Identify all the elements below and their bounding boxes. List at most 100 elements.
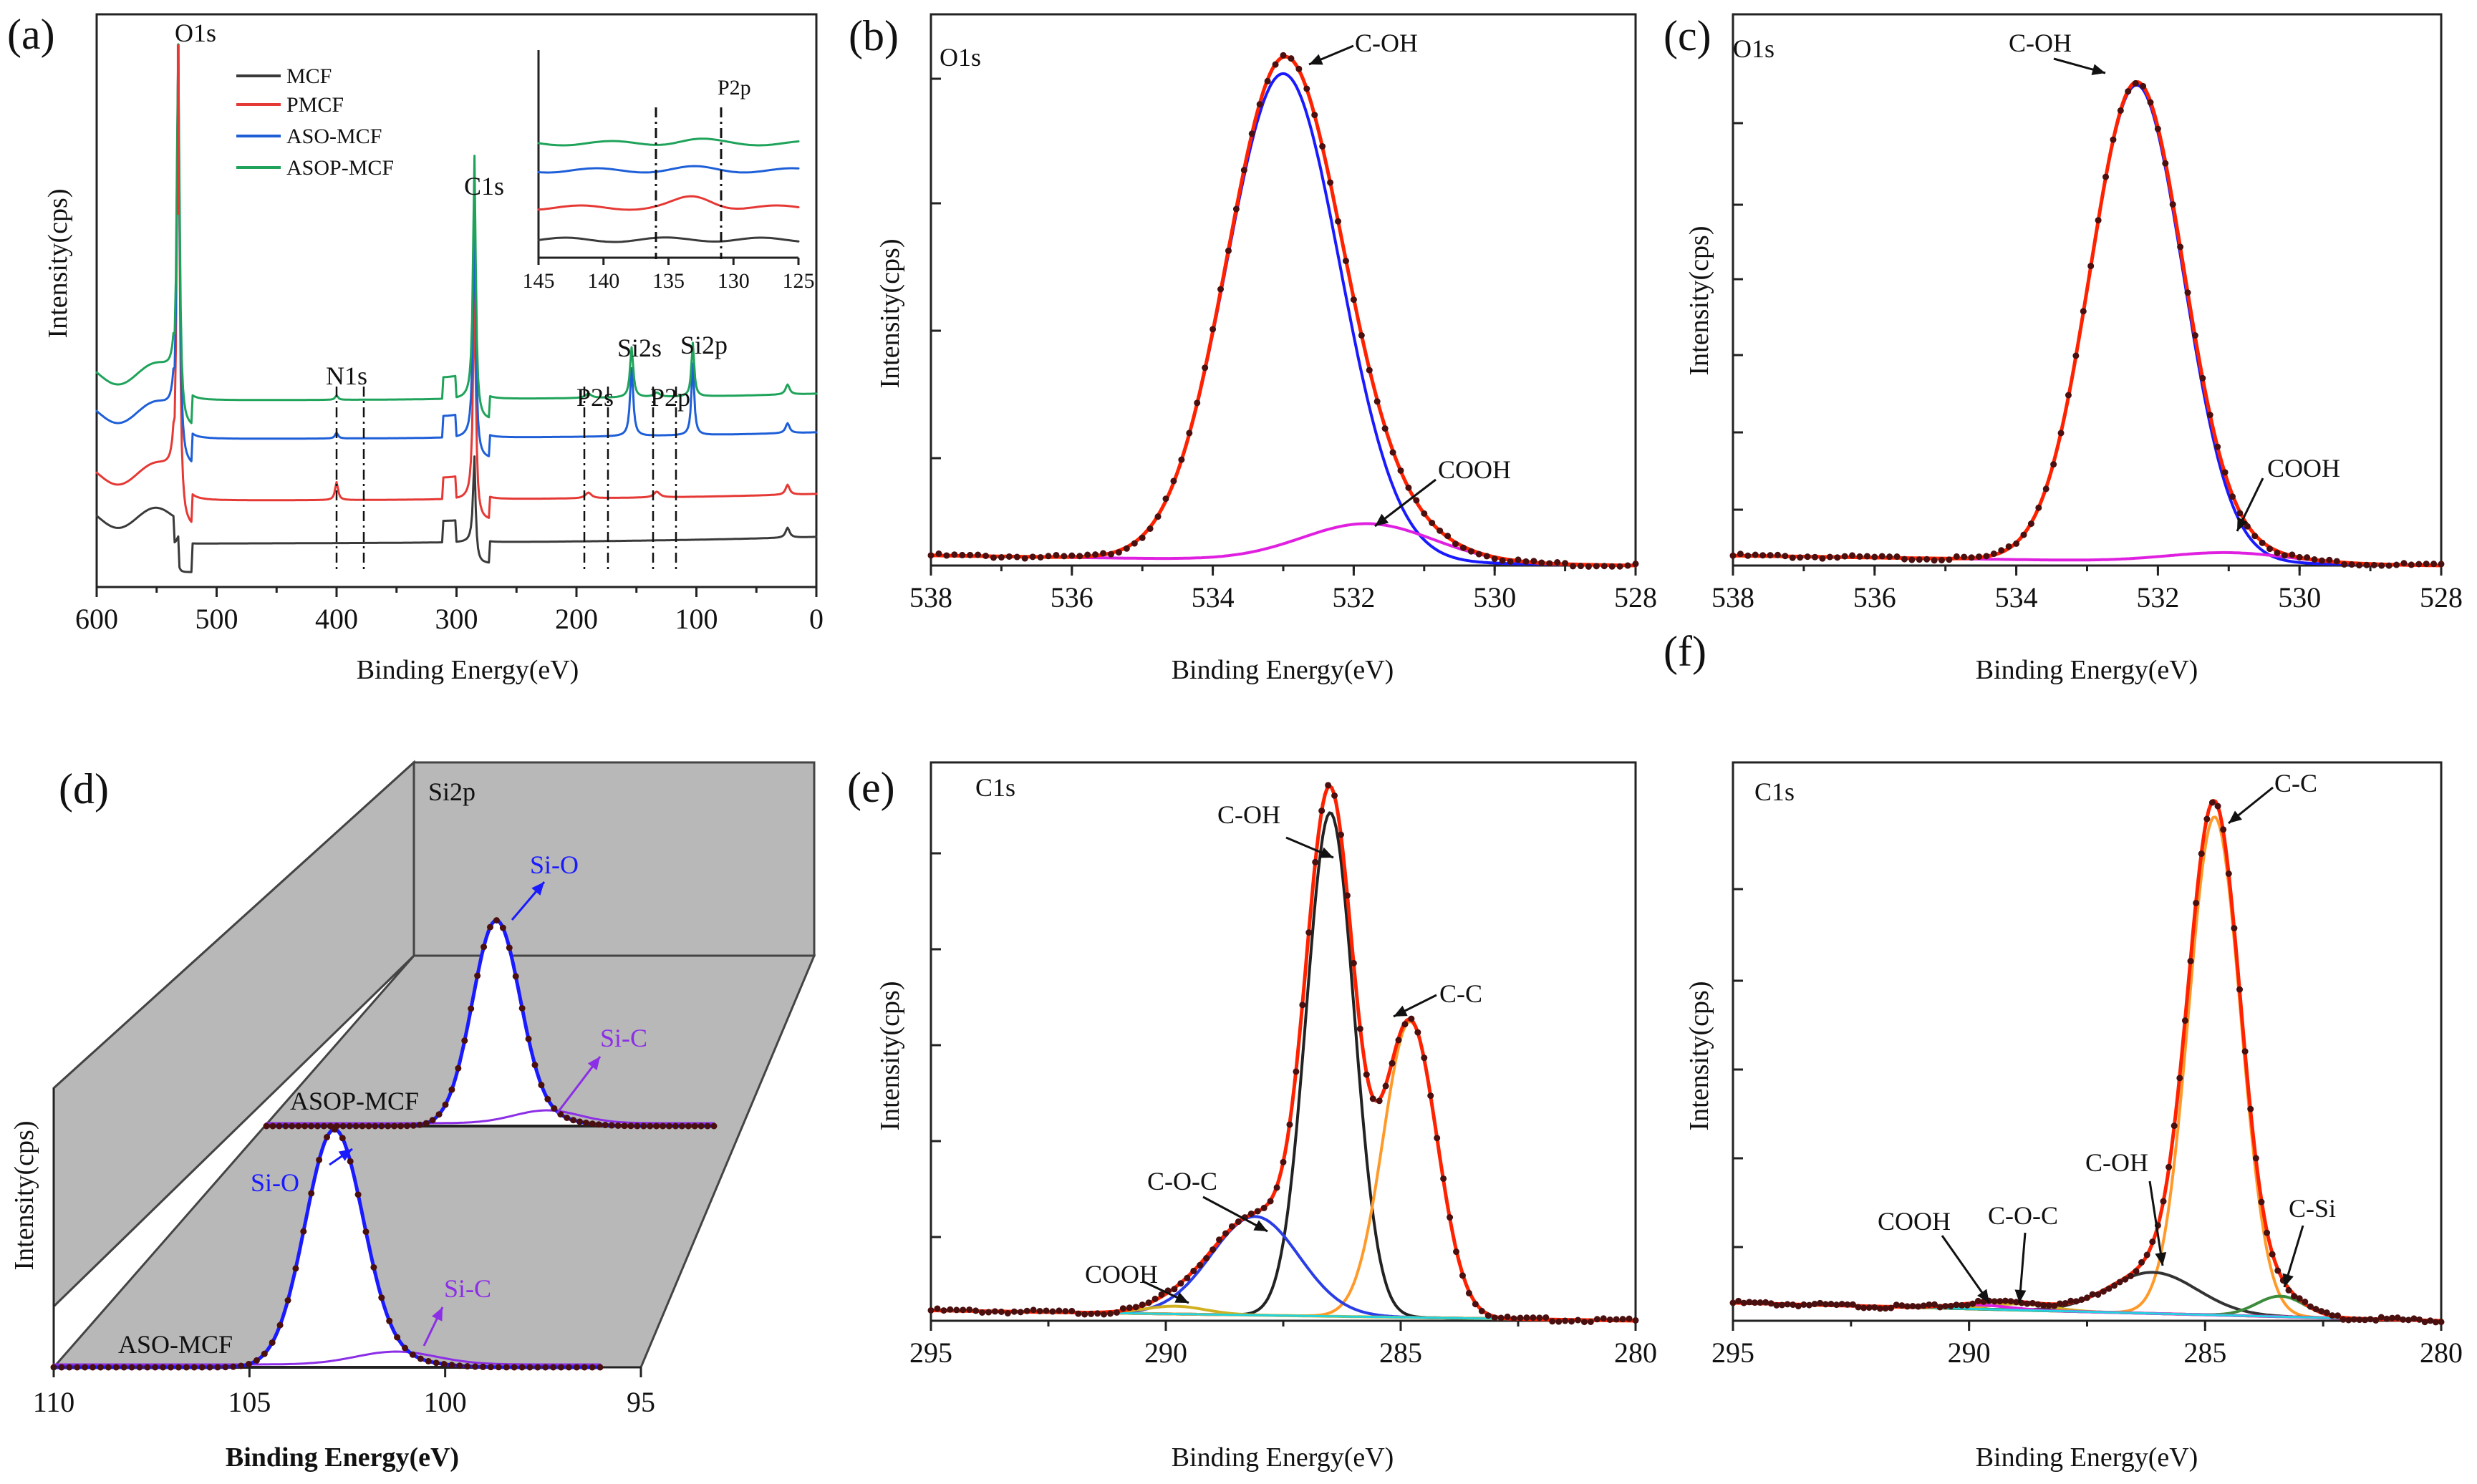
data-point <box>1331 792 1338 799</box>
x-tick-label: 110 <box>33 1386 75 1418</box>
panel-a-legend: MCF PMCF ASO-MCF ASOP-MCF <box>236 64 394 180</box>
data-point <box>1267 1198 1274 1205</box>
data-point <box>2095 217 2102 224</box>
aso-mcf-data-point <box>136 1364 143 1371</box>
data-point <box>1795 1303 1802 1310</box>
aso-mcf-data-point <box>440 1361 448 1368</box>
data-point <box>1849 552 1856 559</box>
data-point <box>1107 551 1114 558</box>
data-point <box>1004 1309 1011 1316</box>
data-point <box>1335 218 1342 225</box>
data-point <box>943 552 950 559</box>
data-point <box>1888 1304 1895 1311</box>
data-point <box>1049 1308 1056 1315</box>
data-point <box>2307 1303 2314 1310</box>
data-point <box>1061 553 1068 560</box>
panel-d-annotation-si-o-top: Si-O <box>530 850 579 879</box>
data-point <box>1190 1267 1197 1274</box>
data-point <box>2236 510 2244 517</box>
asop-mcf-data-point <box>621 1122 628 1130</box>
data-point <box>1797 554 1804 561</box>
data-point <box>2171 1122 2178 1130</box>
data-point <box>1256 101 1263 108</box>
data-point <box>1216 1236 1223 1243</box>
aso-mcf-data-point <box>378 1294 385 1301</box>
aso-mcf-data-point <box>206 1364 213 1371</box>
panel-e-annotation-c-oh: C-OH <box>1217 800 1280 829</box>
data-point <box>1467 548 1474 555</box>
data-point <box>966 1306 973 1313</box>
data-point <box>1131 540 1138 547</box>
data-point <box>2056 1300 2063 1307</box>
asop-mcf-data-point <box>582 1120 589 1127</box>
panel-b-label: (b) <box>849 12 899 59</box>
data-point <box>2062 1300 2069 1307</box>
data-point <box>1624 562 1631 569</box>
asop-mcf-data-point <box>551 1105 558 1112</box>
panel-e-annotation-c-o-c: C-O-C <box>1147 1167 1217 1196</box>
annotation-p2p: P2p <box>650 383 690 412</box>
data-point <box>2035 504 2042 511</box>
data-point <box>2160 1198 2167 1205</box>
data-point <box>2140 82 2147 89</box>
data-point <box>1806 1301 1813 1309</box>
data-point <box>2269 1251 2276 1258</box>
data-point <box>2340 1316 2347 1323</box>
data-point <box>1893 553 1901 561</box>
aso-mcf-data-point <box>238 1362 245 1369</box>
data-point <box>1893 1301 1900 1309</box>
asop-mcf-data-point <box>499 924 506 931</box>
data-point <box>1088 1310 1095 1317</box>
data-point <box>1964 1301 1971 1309</box>
aso-mcf-data-point <box>409 1351 416 1358</box>
data-point <box>1408 1015 1415 1022</box>
data-point <box>1555 1318 1563 1325</box>
panel-b-plot: 538 536 534 532 530 528 <box>909 13 1657 614</box>
data-point <box>1751 1299 1758 1306</box>
data-point <box>1178 456 1185 463</box>
data-point <box>1865 1304 1873 1311</box>
data-point <box>2416 1316 2423 1323</box>
data-point <box>1084 551 1091 558</box>
data-point <box>1429 519 1436 526</box>
data-point <box>2199 374 2206 382</box>
data-point <box>1613 1316 1620 1323</box>
annotation-o1s: O1s <box>175 19 216 47</box>
data-point <box>1976 553 1983 561</box>
data-point <box>927 552 935 559</box>
aso-mcf-data-point <box>74 1364 81 1371</box>
x-tick-label: 285 <box>2183 1337 2226 1369</box>
data-point <box>2408 561 2415 568</box>
aso-mcf-data-point <box>448 1362 455 1369</box>
data-point <box>1145 1299 1152 1306</box>
data-point <box>1017 1309 1024 1316</box>
data-point <box>1782 553 1789 560</box>
aso-mcf-data-point <box>542 1364 549 1371</box>
data-point <box>1762 1299 1769 1306</box>
data-point <box>2027 520 2034 528</box>
data-point <box>1504 1313 1511 1320</box>
data-point <box>2132 79 2139 87</box>
panel-c-title: O1s <box>1733 34 1775 63</box>
asop-mcf-data-point <box>608 1122 615 1129</box>
panel-f-xlabel: Binding Energy(eV) <box>1976 1442 2198 1473</box>
arrow-head <box>1174 1292 1189 1303</box>
panel-f-annotation-c-o-c: C-O-C <box>1988 1201 2058 1230</box>
data-point <box>1338 831 1345 838</box>
annotation-arrow <box>1941 1235 1991 1304</box>
data-point <box>2122 1276 2129 1283</box>
data-point <box>1510 1315 1517 1322</box>
x-tick-label: 100 <box>675 603 718 635</box>
data-point <box>2236 986 2244 993</box>
asop-mcf-data-point <box>518 1004 526 1012</box>
panel-e-title: C1s <box>975 773 1015 802</box>
panel-a-xlabel: Binding Energy(eV) <box>357 655 579 685</box>
data-point <box>1312 858 1319 865</box>
data-point <box>2333 558 2340 565</box>
asop-mcf-data-point <box>372 1122 379 1130</box>
data-point <box>2252 1155 2259 1162</box>
data-point <box>2383 1315 2390 1322</box>
data-point <box>951 551 958 558</box>
panel-d: (d) 110 105 100 95 Si2p ASOP-MCF ASO-MCF Si… <box>9 760 816 1473</box>
data-point <box>1901 556 1908 563</box>
